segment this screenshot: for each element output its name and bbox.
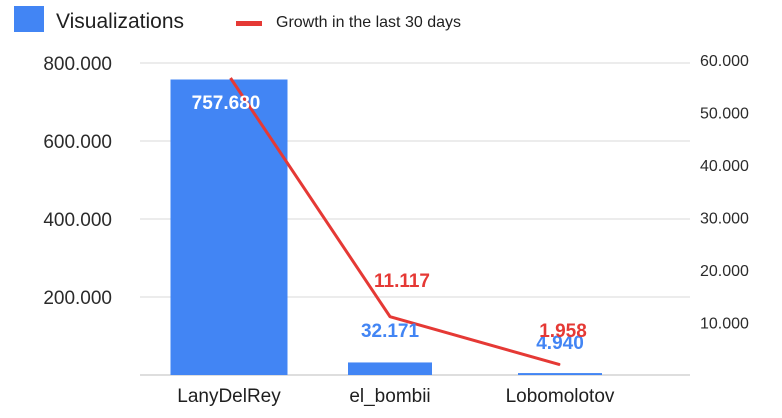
legend: Visualizations Growth in the last 30 days [14,6,461,33]
right-axis-tick-label: 20.000 [700,263,749,280]
bar-data-label: 32.171 [361,321,420,342]
line-point [559,364,561,366]
category-label: LanyDelRey [177,386,281,407]
category-label: Lobomolotov [506,386,615,407]
bar [518,373,602,375]
left-axis-tick-label: 200.000 [43,288,112,309]
legend-label-growth: Growth in the last 30 days [276,14,461,31]
line-data-label: 11.117 [374,271,430,292]
growth-line-series [229,77,561,367]
right-axis-tick-label: 50.000 [700,106,749,123]
right-axis-tick-label: 40.000 [700,158,749,175]
axes: 200.000 400.000 600.000 800.000 10.000 20.000… [43,53,749,407]
right-axis-tick-label: 30.000 [700,211,749,228]
left-axis-tick-label: 400.000 [43,210,112,231]
left-axis-tick-label: 600.000 [43,132,112,153]
category-label: el_bombii [349,386,430,407]
line-data-label: 1.958 [539,321,587,342]
bar [348,362,432,375]
legend-swatch-visualizations [14,6,44,32]
legend-label-visualizations: Visualizations [56,10,184,33]
bars [170,79,602,376]
bar-data-label: 757.680 [192,93,261,114]
bar-data-label: 4.940 [536,333,584,354]
right-axis-tick-label: 10.000 [700,316,749,333]
line-point [389,316,391,318]
left-axis-tick-label: 800.000 [43,54,112,75]
legend-swatch-growth [236,21,262,26]
right-axis-tick-label: 60.000 [700,53,749,70]
data-labels: 757.680 32.171 4.940 11.117 1.958 [192,93,587,354]
bar [170,79,288,376]
